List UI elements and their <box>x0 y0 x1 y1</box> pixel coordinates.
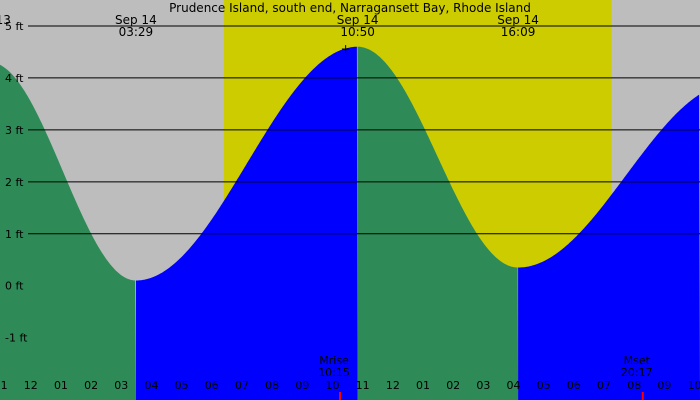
extreme-time-label: 03:29 <box>119 25 154 39</box>
rising-tide-segment <box>518 94 700 400</box>
falling-tide-segment <box>357 46 519 400</box>
x-tick-label: 03 <box>114 379 128 392</box>
x-tick-label: 05 <box>537 379 551 392</box>
y-tick-label: 4 ft <box>5 72 24 85</box>
extreme-time-label: 16:09 <box>501 25 536 39</box>
x-tick-label: 12 <box>24 379 38 392</box>
x-tick-label: 11 <box>356 379 370 392</box>
x-tick-label: 02 <box>84 379 98 392</box>
high-tide-marker: + <box>341 42 351 56</box>
extreme-date-label: Sep 14 <box>115 13 157 27</box>
x-tick-label: 10 <box>326 379 340 392</box>
y-tick-label: 0 ft <box>5 280 24 293</box>
tide-area-layer <box>0 46 700 400</box>
x-tick-label: 08 <box>265 379 279 392</box>
y-tick-label: 1 ft <box>5 228 24 241</box>
moon-event-time: 10:15 <box>318 366 350 379</box>
x-tick-label: 09 <box>295 379 309 392</box>
x-tick-label: 08 <box>627 379 641 392</box>
label-layer: Prudence Island, south end, Narragansett… <box>0 1 700 392</box>
x-tick-label: 03 <box>476 379 490 392</box>
chart-title: Prudence Island, south end, Narragansett… <box>169 1 531 15</box>
x-tick-label: 12 <box>386 379 400 392</box>
rising-tide-segment <box>135 46 358 400</box>
falling-tide-segment <box>0 64 136 400</box>
x-tick-label: 07 <box>597 379 611 392</box>
x-tick-label: 02 <box>446 379 460 392</box>
x-tick-label: 01 <box>416 379 430 392</box>
x-tick-label: 11 <box>0 379 8 392</box>
x-tick-label: 04 <box>144 379 158 392</box>
x-tick-label: 09 <box>657 379 671 392</box>
extreme-time-label: 10:50 <box>340 25 375 39</box>
x-tick-label: 04 <box>507 379 521 392</box>
extreme-date-label: Sep 13 <box>0 13 11 27</box>
moon-event-time: 20:17 <box>621 366 653 379</box>
y-tick-label: -1 ft <box>5 332 28 345</box>
gridline-layer <box>28 25 700 400</box>
extreme-date-label: Sep 14 <box>497 13 539 27</box>
x-tick-label: 05 <box>175 379 189 392</box>
moon-event-name: Mset <box>624 354 651 367</box>
y-tick-label: 3 ft <box>5 124 24 137</box>
y-tick-label: 5 ft <box>5 20 24 33</box>
x-tick-label: 10 <box>688 379 700 392</box>
x-tick-label: 07 <box>235 379 249 392</box>
x-tick-label: 01 <box>54 379 68 392</box>
x-tick-label: 06 <box>567 379 581 392</box>
extreme-date-label: Sep 14 <box>337 13 379 27</box>
x-tick-label: 06 <box>205 379 219 392</box>
moon-event-name: Mrise <box>319 354 349 367</box>
y-tick-label: 2 ft <box>5 176 24 189</box>
